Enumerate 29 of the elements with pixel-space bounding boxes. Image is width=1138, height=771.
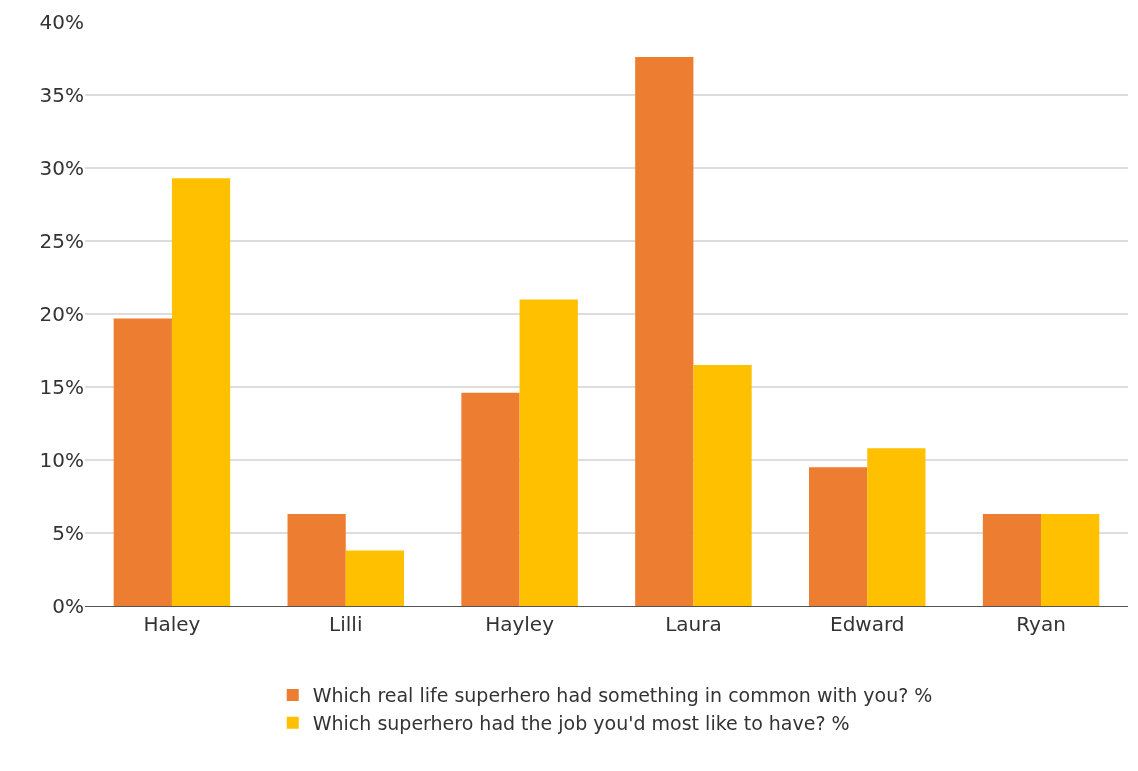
bar — [809, 467, 868, 606]
y-tick-label: 20% — [39, 302, 84, 326]
y-tick-label: 15% — [39, 375, 84, 399]
x-tick-label: Lilli — [329, 612, 363, 636]
bar — [519, 299, 578, 606]
y-tick-label: 0% — [52, 594, 84, 618]
x-tick-label: Haley — [143, 612, 201, 636]
x-tick-label: Hayley — [485, 612, 555, 636]
y-tick-label: 5% — [52, 521, 84, 545]
x-tick-label: Laura — [665, 612, 722, 636]
y-tick-label: 40% — [39, 10, 84, 34]
y-tick-label: 30% — [39, 156, 84, 180]
bar — [287, 514, 346, 606]
x-tick-label: Edward — [829, 612, 905, 636]
bar — [693, 365, 752, 606]
bar — [345, 550, 404, 606]
bar — [461, 392, 520, 606]
legend-label: Which real life superhero had something in common with you? % — [312, 684, 933, 707]
bar — [982, 514, 1042, 606]
bar — [635, 57, 694, 606]
y-tick-label: 10% — [39, 448, 84, 472]
y-tick-label: 25% — [39, 229, 84, 253]
y-tick-label: 35% — [39, 83, 84, 107]
x-tick-label: Ryan — [1016, 612, 1066, 636]
bar — [1041, 514, 1100, 606]
bar — [113, 318, 172, 606]
legend-label: Which superhero had the job you'd most like to have? % — [312, 712, 850, 735]
bar — [171, 178, 231, 606]
bar — [867, 448, 926, 606]
